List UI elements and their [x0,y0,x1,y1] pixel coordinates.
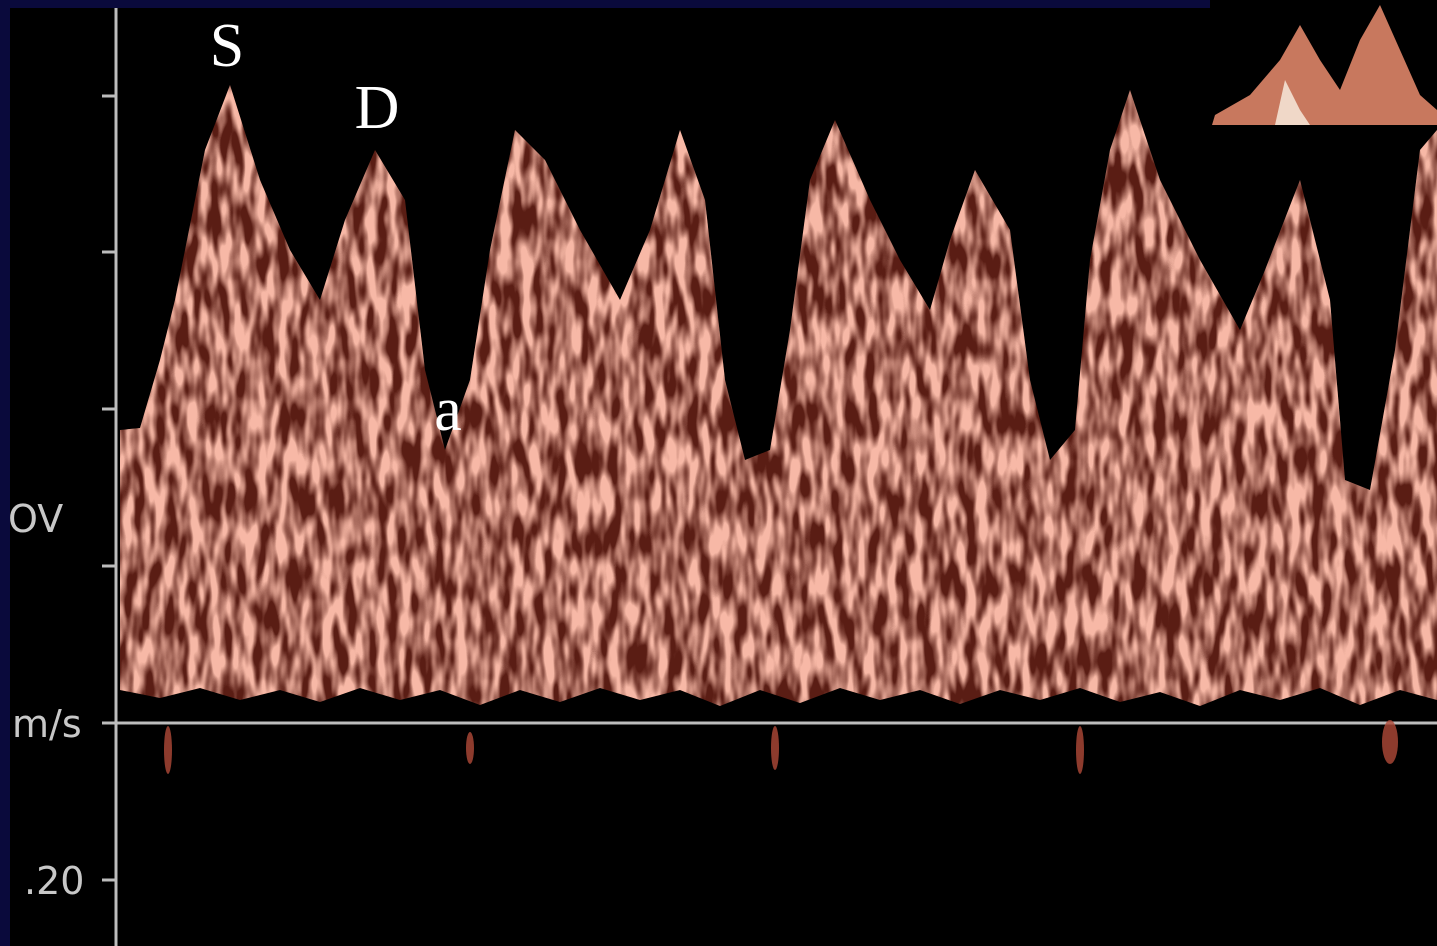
inset-wave [1212,5,1437,125]
artifact [1076,726,1084,774]
axis [102,8,1437,946]
artifact [164,726,172,774]
axis-label: .20 [24,859,84,903]
systolic-label: S [210,12,244,80]
artifact [1382,720,1398,764]
inset-highlight [1275,80,1310,125]
axis-label: OV [8,497,63,541]
axis-label: m/s [12,702,82,746]
artifact [466,732,474,764]
artifact [771,726,779,770]
atrial-label: a [434,376,462,444]
below-baseline-artifacts [164,720,1398,774]
reference-inset [1212,0,1437,125]
diastolic-label: D [355,74,400,142]
